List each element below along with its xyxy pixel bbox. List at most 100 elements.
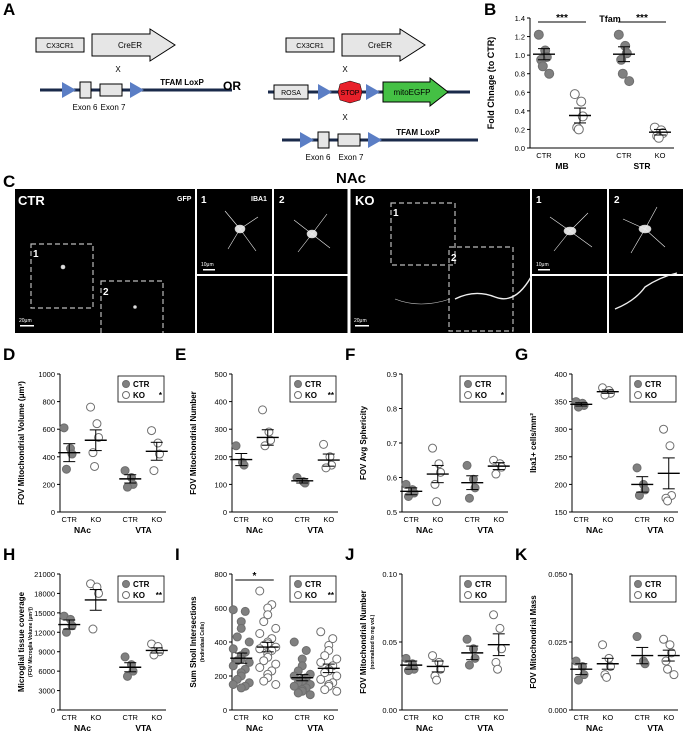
data-point	[464, 493, 474, 503]
y-tick-label: 0.025	[548, 638, 567, 647]
data-point	[659, 424, 669, 434]
legend-label: CTR	[305, 380, 322, 389]
legend-marker	[122, 591, 130, 599]
scale-bar-label: 20μm	[19, 318, 32, 324]
rosa-box	[273, 84, 309, 100]
legend-significance: **	[328, 591, 335, 600]
genetic-construct-diagram: CX3CR1 CreER X Exon 6 Exon 7 TFAM LoxP O…	[35, 28, 478, 162]
exon7-label: Exon 7	[101, 103, 126, 112]
x-tick-label: CTR	[295, 515, 311, 524]
legend-label: KO	[645, 591, 657, 600]
loxp-triangle	[318, 84, 332, 100]
data-point	[491, 469, 501, 479]
y-tick-label: 500	[214, 370, 227, 379]
creer-arrow	[91, 28, 176, 62]
legend-marker	[634, 591, 642, 599]
x-tick-label: CTR	[574, 515, 590, 524]
data-point	[653, 132, 664, 143]
data-point	[401, 653, 411, 663]
data-point	[428, 651, 438, 661]
y-axis-sublabel: (Individual Cells)	[200, 622, 206, 662]
group-label: NAc	[586, 723, 603, 733]
x-tick-label: CTR	[465, 515, 481, 524]
data-point	[634, 490, 644, 500]
data-point	[67, 621, 77, 631]
data-point	[94, 432, 104, 442]
data-point	[228, 605, 238, 615]
legend-marker	[464, 580, 472, 588]
data-point	[665, 441, 675, 451]
y-tick-label: 350	[554, 398, 567, 407]
loxp-triangle	[300, 132, 314, 148]
y-axis-label: FOV Avg Sphericity	[359, 405, 368, 480]
group-label: VTA	[647, 525, 663, 535]
legend-significance: *	[501, 391, 505, 400]
data-point	[401, 479, 411, 489]
y-tick-label: 200	[42, 480, 55, 489]
data-point	[120, 652, 130, 662]
data-point	[271, 680, 281, 689]
roi-1-label: 1	[393, 208, 399, 219]
data-point	[573, 675, 583, 685]
legend-marker	[294, 380, 302, 388]
exon7-label: Exon 7	[339, 153, 364, 162]
mitoegfp-label: mitoEGFP	[394, 88, 431, 97]
panel-label-j: J	[345, 545, 355, 564]
panel-label-c: C	[3, 172, 16, 191]
data-point	[663, 496, 673, 506]
loxp-triangle	[130, 82, 144, 98]
mitoegfp-arrow	[382, 76, 449, 108]
cx3cr1-label: CX3CR1	[296, 43, 324, 50]
data-point	[293, 688, 303, 698]
chart-b: 0.0 0.2 0.4 0.6 0.8 1.0 1.2 1.4 CTR KO CTR KO MB STR F…	[486, 13, 674, 171]
x-tick-label: KO	[432, 713, 443, 722]
data-point	[59, 423, 69, 433]
y-tick-label: 0.00	[382, 706, 397, 715]
data-point	[432, 675, 442, 685]
y-tick-label: 0.8	[515, 70, 525, 79]
x-tick-label: KO	[151, 713, 162, 722]
data-point	[659, 634, 669, 644]
y-tick-label: 250	[554, 453, 567, 462]
data-point	[669, 670, 679, 680]
inset-1-label: 1	[536, 195, 542, 206]
data-point	[61, 464, 71, 474]
data-point	[544, 68, 555, 79]
data-point	[665, 640, 675, 650]
legend-significance: **	[328, 391, 335, 400]
exon6-box	[317, 131, 330, 149]
x-tick-label: CTR	[234, 515, 250, 524]
group-label: VTA	[307, 525, 323, 535]
data-point	[432, 497, 442, 507]
x-tick-label: KO	[575, 151, 586, 160]
y-tick-label: 0.9	[387, 370, 397, 379]
y-tick-label: 6000	[38, 667, 55, 676]
group-label: NAc	[246, 525, 263, 535]
x-tick-label: KO	[602, 713, 613, 722]
y-tick-label: 150	[554, 508, 567, 517]
data-point	[147, 426, 157, 436]
data-point	[328, 634, 338, 644]
x-tick-label: KO	[493, 515, 504, 524]
data-point	[533, 29, 544, 40]
y-tick-label: 18000	[34, 589, 55, 598]
y-axis-label: FOV Mitochondrial Number	[359, 590, 368, 694]
data-point	[231, 441, 241, 451]
y-axis-label: Fold Chnage (to CTR)	[486, 37, 496, 129]
significance-label: ***	[556, 13, 568, 24]
data-point	[319, 439, 329, 449]
data-point	[569, 89, 580, 100]
data-point	[239, 460, 249, 470]
inset-2-label: 2	[614, 195, 620, 206]
y-tick-label: 800	[214, 570, 227, 579]
x-tick-label: KO	[323, 515, 334, 524]
data-point	[320, 651, 330, 661]
x-tick-label: KO	[90, 713, 101, 722]
legend-label: CTR	[645, 380, 662, 389]
legend-label: CTR	[305, 580, 322, 589]
data-point	[244, 637, 254, 647]
y-tick-label: 0.2	[515, 125, 525, 134]
rosa-label: ROSA	[281, 90, 301, 97]
x-tick-label: KO	[432, 515, 443, 524]
